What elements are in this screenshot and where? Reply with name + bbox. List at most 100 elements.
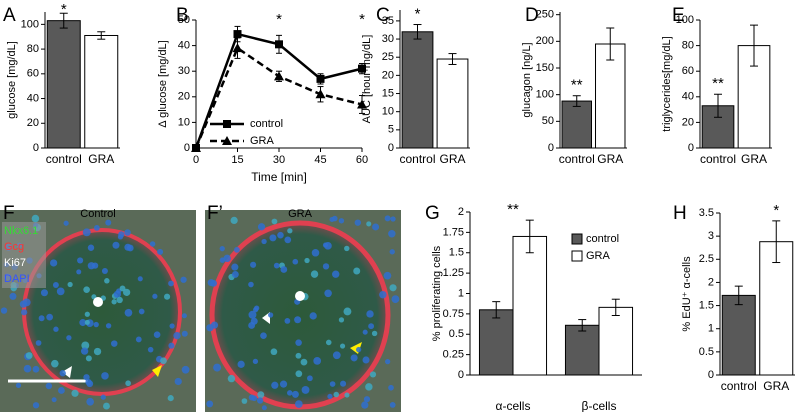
arrowhead xyxy=(262,312,270,324)
y-tick-label: 1 xyxy=(708,323,714,335)
nucleus xyxy=(366,221,372,227)
nucleus xyxy=(287,228,293,234)
nucleus xyxy=(86,397,95,406)
y-tick-label: 150 xyxy=(536,62,554,74)
legend-label: GRA xyxy=(250,135,275,147)
nucleus xyxy=(31,214,40,223)
y-tick-label: 0 xyxy=(33,142,39,154)
bar xyxy=(561,100,592,149)
nucleus xyxy=(309,312,317,320)
channel-label: DAPI xyxy=(4,273,30,285)
significance: ** xyxy=(712,75,724,92)
nucleus xyxy=(223,254,231,263)
legend-label: GRA xyxy=(586,250,611,262)
nucleus xyxy=(371,330,378,337)
nucleus xyxy=(227,374,236,383)
nucleus xyxy=(219,246,225,252)
nucleus xyxy=(389,284,397,292)
legend-label: control xyxy=(586,233,619,245)
x-tick-label: GRA xyxy=(763,379,789,393)
nucleus xyxy=(353,267,361,275)
legend-marker xyxy=(223,120,231,128)
nucleus xyxy=(332,270,340,278)
nucleus xyxy=(331,215,338,222)
bar xyxy=(512,235,548,376)
image-title: Control xyxy=(80,208,115,220)
nucleus xyxy=(384,215,391,222)
nucleus xyxy=(111,299,117,305)
nucleus xyxy=(15,382,22,389)
nucleus xyxy=(311,249,320,257)
nucleus xyxy=(261,238,267,245)
y-tick-label: 0 xyxy=(708,369,714,381)
nucleus xyxy=(207,279,215,287)
y-tick-label: 0 xyxy=(388,142,394,154)
nucleus xyxy=(350,354,358,362)
arrowhead xyxy=(152,365,162,377)
significance: * xyxy=(359,11,365,28)
nucleus xyxy=(279,380,288,388)
nucleus xyxy=(362,329,368,335)
nucleus xyxy=(277,231,284,239)
y-tick-label: 0 xyxy=(548,142,554,154)
y-tick-label: 2 xyxy=(458,206,464,218)
x-tick-label: control xyxy=(559,152,595,166)
y-tick-label: 0 xyxy=(184,142,190,154)
panel-letter: F’ xyxy=(207,203,223,224)
x-tick-label: 45 xyxy=(314,154,326,166)
nucleus xyxy=(362,356,370,364)
panel-letter: C xyxy=(376,5,390,26)
panel-letter: A xyxy=(3,5,16,26)
y-axis-label: % EdU⁺ α-cells xyxy=(681,256,693,332)
nucleus xyxy=(67,281,73,288)
nucleus xyxy=(304,257,310,264)
nucleus xyxy=(93,347,102,356)
nucleus xyxy=(248,281,254,288)
nucleus xyxy=(111,340,118,347)
nucleus xyxy=(82,228,91,237)
nucleus xyxy=(56,287,65,296)
nucleus xyxy=(135,336,142,343)
nucleus xyxy=(271,218,278,225)
x-tick-label: 15 xyxy=(231,154,243,166)
significance: * xyxy=(61,1,67,18)
y-tick-label: 30 xyxy=(382,33,394,45)
nucleus xyxy=(340,380,347,387)
nucleus xyxy=(180,276,187,283)
y-tick-label: 1.25 xyxy=(443,267,464,279)
nucleus xyxy=(344,245,350,252)
nucleus xyxy=(117,234,124,240)
y-tick-label: 200 xyxy=(536,35,554,47)
nucleus xyxy=(250,317,258,325)
nucleus xyxy=(252,358,259,365)
nucleus xyxy=(329,381,336,387)
nucleus xyxy=(32,402,40,409)
y-tick-label: 1.5 xyxy=(699,299,714,311)
significance: * xyxy=(773,202,779,219)
nucleus xyxy=(294,316,302,324)
nucleus xyxy=(87,262,96,270)
nucleus xyxy=(149,241,156,247)
y-tick-label: 2.5 xyxy=(699,253,714,265)
significance: * xyxy=(415,5,421,22)
y-tick-label: 0.25 xyxy=(443,349,464,361)
y-axis-label: AUC [hour·mg/dL] xyxy=(361,35,373,124)
bar xyxy=(478,309,514,376)
nucleus xyxy=(80,347,89,355)
x-tick-label: control xyxy=(399,152,435,166)
x-tick-label: GRA xyxy=(597,152,623,166)
nucleus xyxy=(160,357,167,365)
nucleus xyxy=(51,397,57,403)
nucleus xyxy=(343,307,352,316)
y-tick-label: 1 xyxy=(458,287,464,299)
nucleus xyxy=(295,370,303,378)
nucleus xyxy=(391,295,400,304)
nucleus xyxy=(206,324,214,332)
y-tick-label: 10 xyxy=(382,106,394,118)
nucleus xyxy=(268,312,274,318)
y-tick-label: 2 xyxy=(708,276,714,288)
nucleus xyxy=(270,348,278,356)
nucleus xyxy=(53,326,59,332)
nucleus xyxy=(152,293,158,299)
